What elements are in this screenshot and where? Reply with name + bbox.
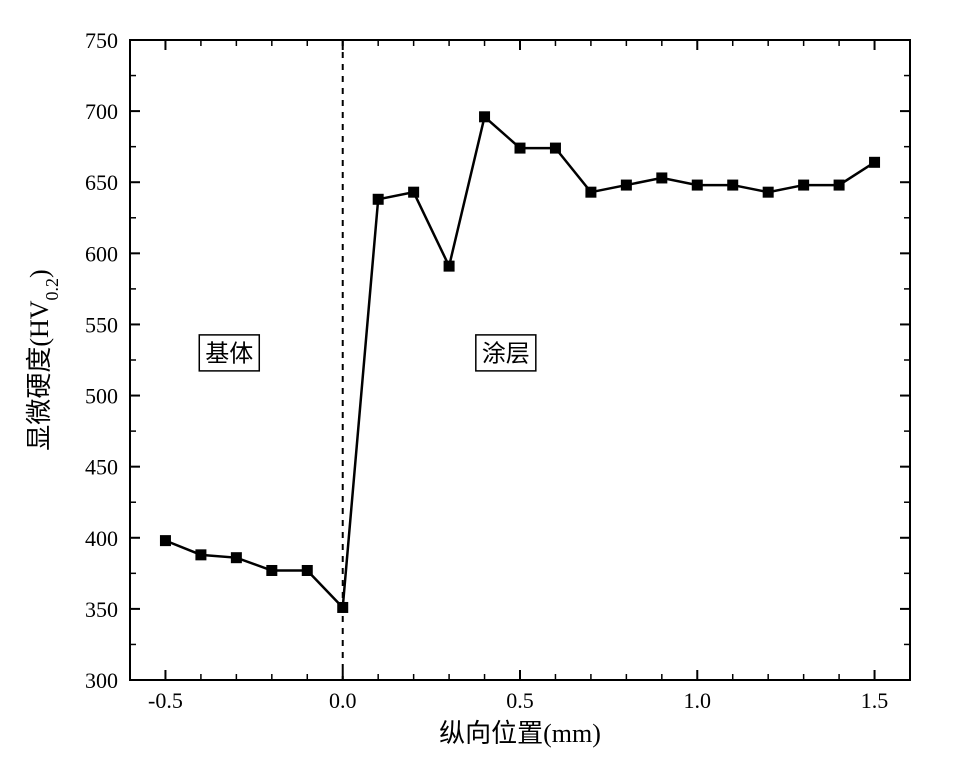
x-axis-label: 纵向位置(mm) bbox=[439, 719, 601, 748]
x-tick-label: -0.5 bbox=[148, 688, 183, 713]
data-marker bbox=[621, 180, 631, 190]
data-marker bbox=[409, 187, 419, 197]
data-marker bbox=[480, 112, 490, 122]
data-marker bbox=[338, 602, 348, 612]
data-marker bbox=[799, 180, 809, 190]
x-tick-label: 1.0 bbox=[684, 688, 712, 713]
data-marker bbox=[231, 553, 241, 563]
data-marker bbox=[692, 180, 702, 190]
y-tick-label: 300 bbox=[85, 668, 118, 693]
data-marker bbox=[196, 550, 206, 560]
annotation-text: 涂层 bbox=[482, 340, 530, 367]
x-tick-label: 0.0 bbox=[329, 688, 357, 713]
data-marker bbox=[728, 180, 738, 190]
y-tick-label: 450 bbox=[85, 455, 118, 480]
y-tick-label: 400 bbox=[85, 526, 118, 551]
hardness-chart: -0.5 0.0 0.5 1.0 1.5 300 350 400 450 500 550 600 650… bbox=[0, 0, 953, 769]
data-marker bbox=[373, 194, 383, 204]
data-marker bbox=[586, 187, 596, 197]
y-tick-label: 700 bbox=[85, 99, 118, 124]
y-tick-label: 750 bbox=[85, 28, 118, 53]
data-marker bbox=[302, 565, 312, 575]
data-marker bbox=[657, 173, 667, 183]
data-marker bbox=[160, 536, 170, 546]
y-axis-label-group: 显微硬度(HV0.2) bbox=[25, 269, 62, 450]
chart-svg: -0.5 0.0 0.5 1.0 1.5 300 350 400 450 500 550 600 650… bbox=[0, 0, 953, 769]
x-tick-label: 1.5 bbox=[861, 688, 889, 713]
data-marker bbox=[444, 261, 454, 271]
x-tick-label: 0.5 bbox=[506, 688, 534, 713]
y-tick-label: 500 bbox=[85, 384, 118, 409]
y-tick-label: 600 bbox=[85, 241, 118, 266]
y-tick-label: 350 bbox=[85, 597, 118, 622]
y-tick-label: 650 bbox=[85, 170, 118, 195]
y-tick-label: 550 bbox=[85, 312, 118, 337]
annotation-text: 基体 bbox=[205, 340, 253, 367]
data-marker bbox=[870, 157, 880, 167]
y-axis-label: 显微硬度(HV0.2) bbox=[25, 269, 62, 450]
data-marker bbox=[763, 187, 773, 197]
data-marker bbox=[267, 565, 277, 575]
data-marker bbox=[515, 143, 525, 153]
data-marker bbox=[834, 180, 844, 190]
data-marker bbox=[550, 143, 560, 153]
